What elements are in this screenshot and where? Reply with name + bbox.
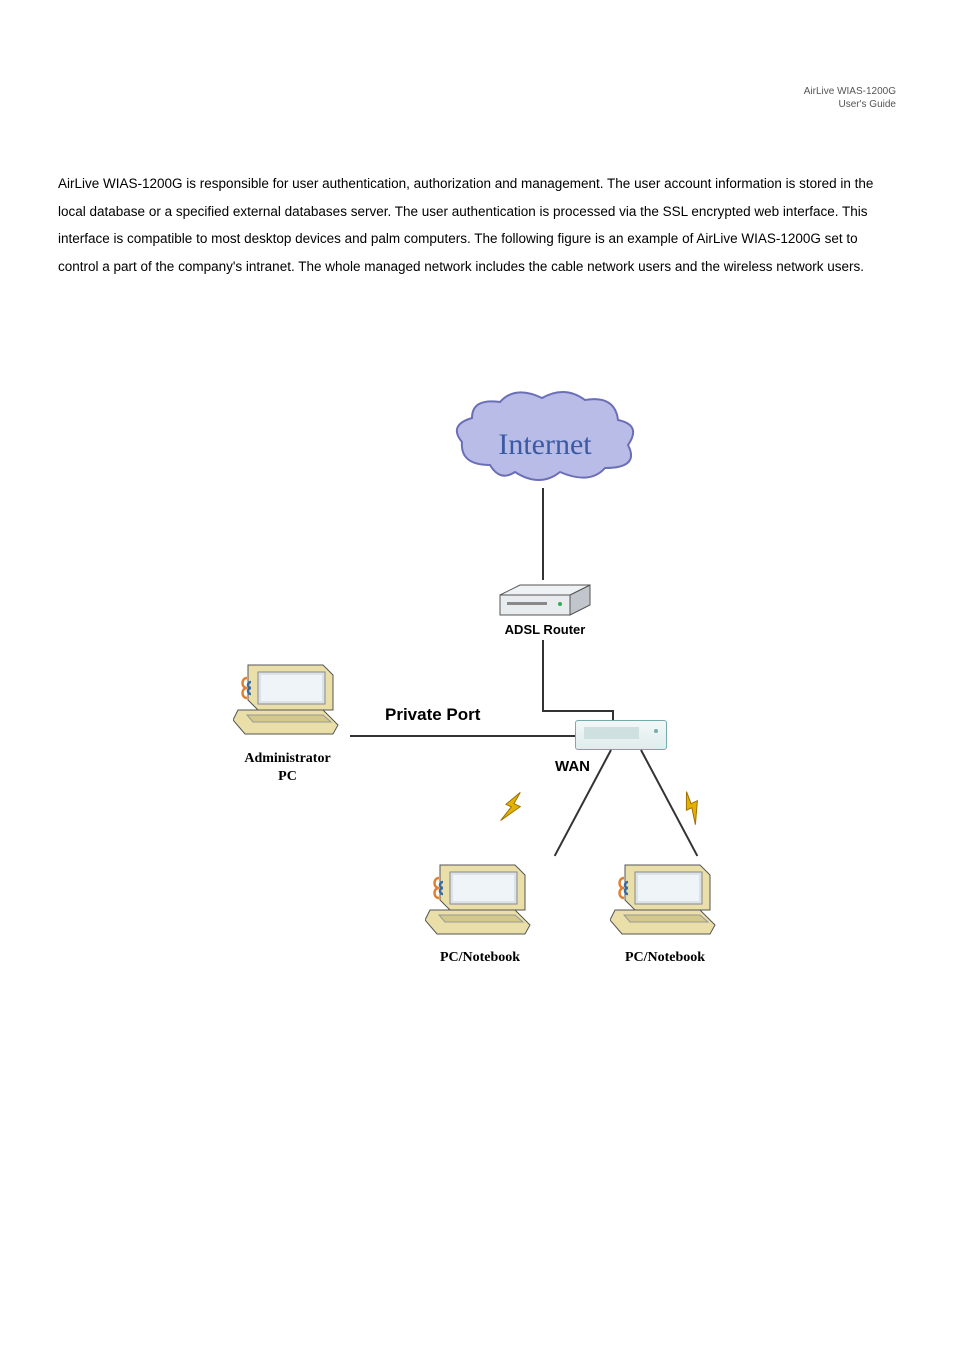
network-diagram: Internet ADSL Router Private Port WAN — [215, 380, 745, 980]
pc-notebook-label: PC/Notebook — [415, 950, 545, 966]
page-header: AirLive WIAS-1200G User's Guide — [804, 85, 896, 111]
administrator-pc-icon — [233, 660, 343, 740]
pc-notebook-icon — [610, 860, 720, 940]
wan-label: WAN — [555, 758, 590, 775]
connector-line — [350, 735, 575, 737]
pc-notebook-label: PC/Notebook — [600, 950, 730, 966]
connector-line — [542, 640, 544, 710]
adsl-router-label: ADSL Router — [480, 622, 610, 637]
connector-line — [542, 710, 614, 712]
internet-label: Internet — [450, 428, 640, 462]
private-port-label: Private Port — [385, 705, 480, 725]
header-product: AirLive WIAS-1200G — [804, 86, 896, 97]
pc-notebook-icon — [425, 860, 535, 940]
administrator-pc-label: Administrator PC — [225, 750, 350, 785]
header-doc-type: User's Guide — [839, 99, 897, 110]
intro-paragraph: AirLive WIAS-1200G is responsible for us… — [58, 170, 896, 281]
gateway-device-icon — [575, 720, 667, 750]
adsl-router-icon — [495, 580, 595, 618]
internet-cloud: Internet — [450, 390, 640, 490]
wireless-bolt-icon — [493, 787, 530, 833]
connector-line — [542, 488, 544, 580]
